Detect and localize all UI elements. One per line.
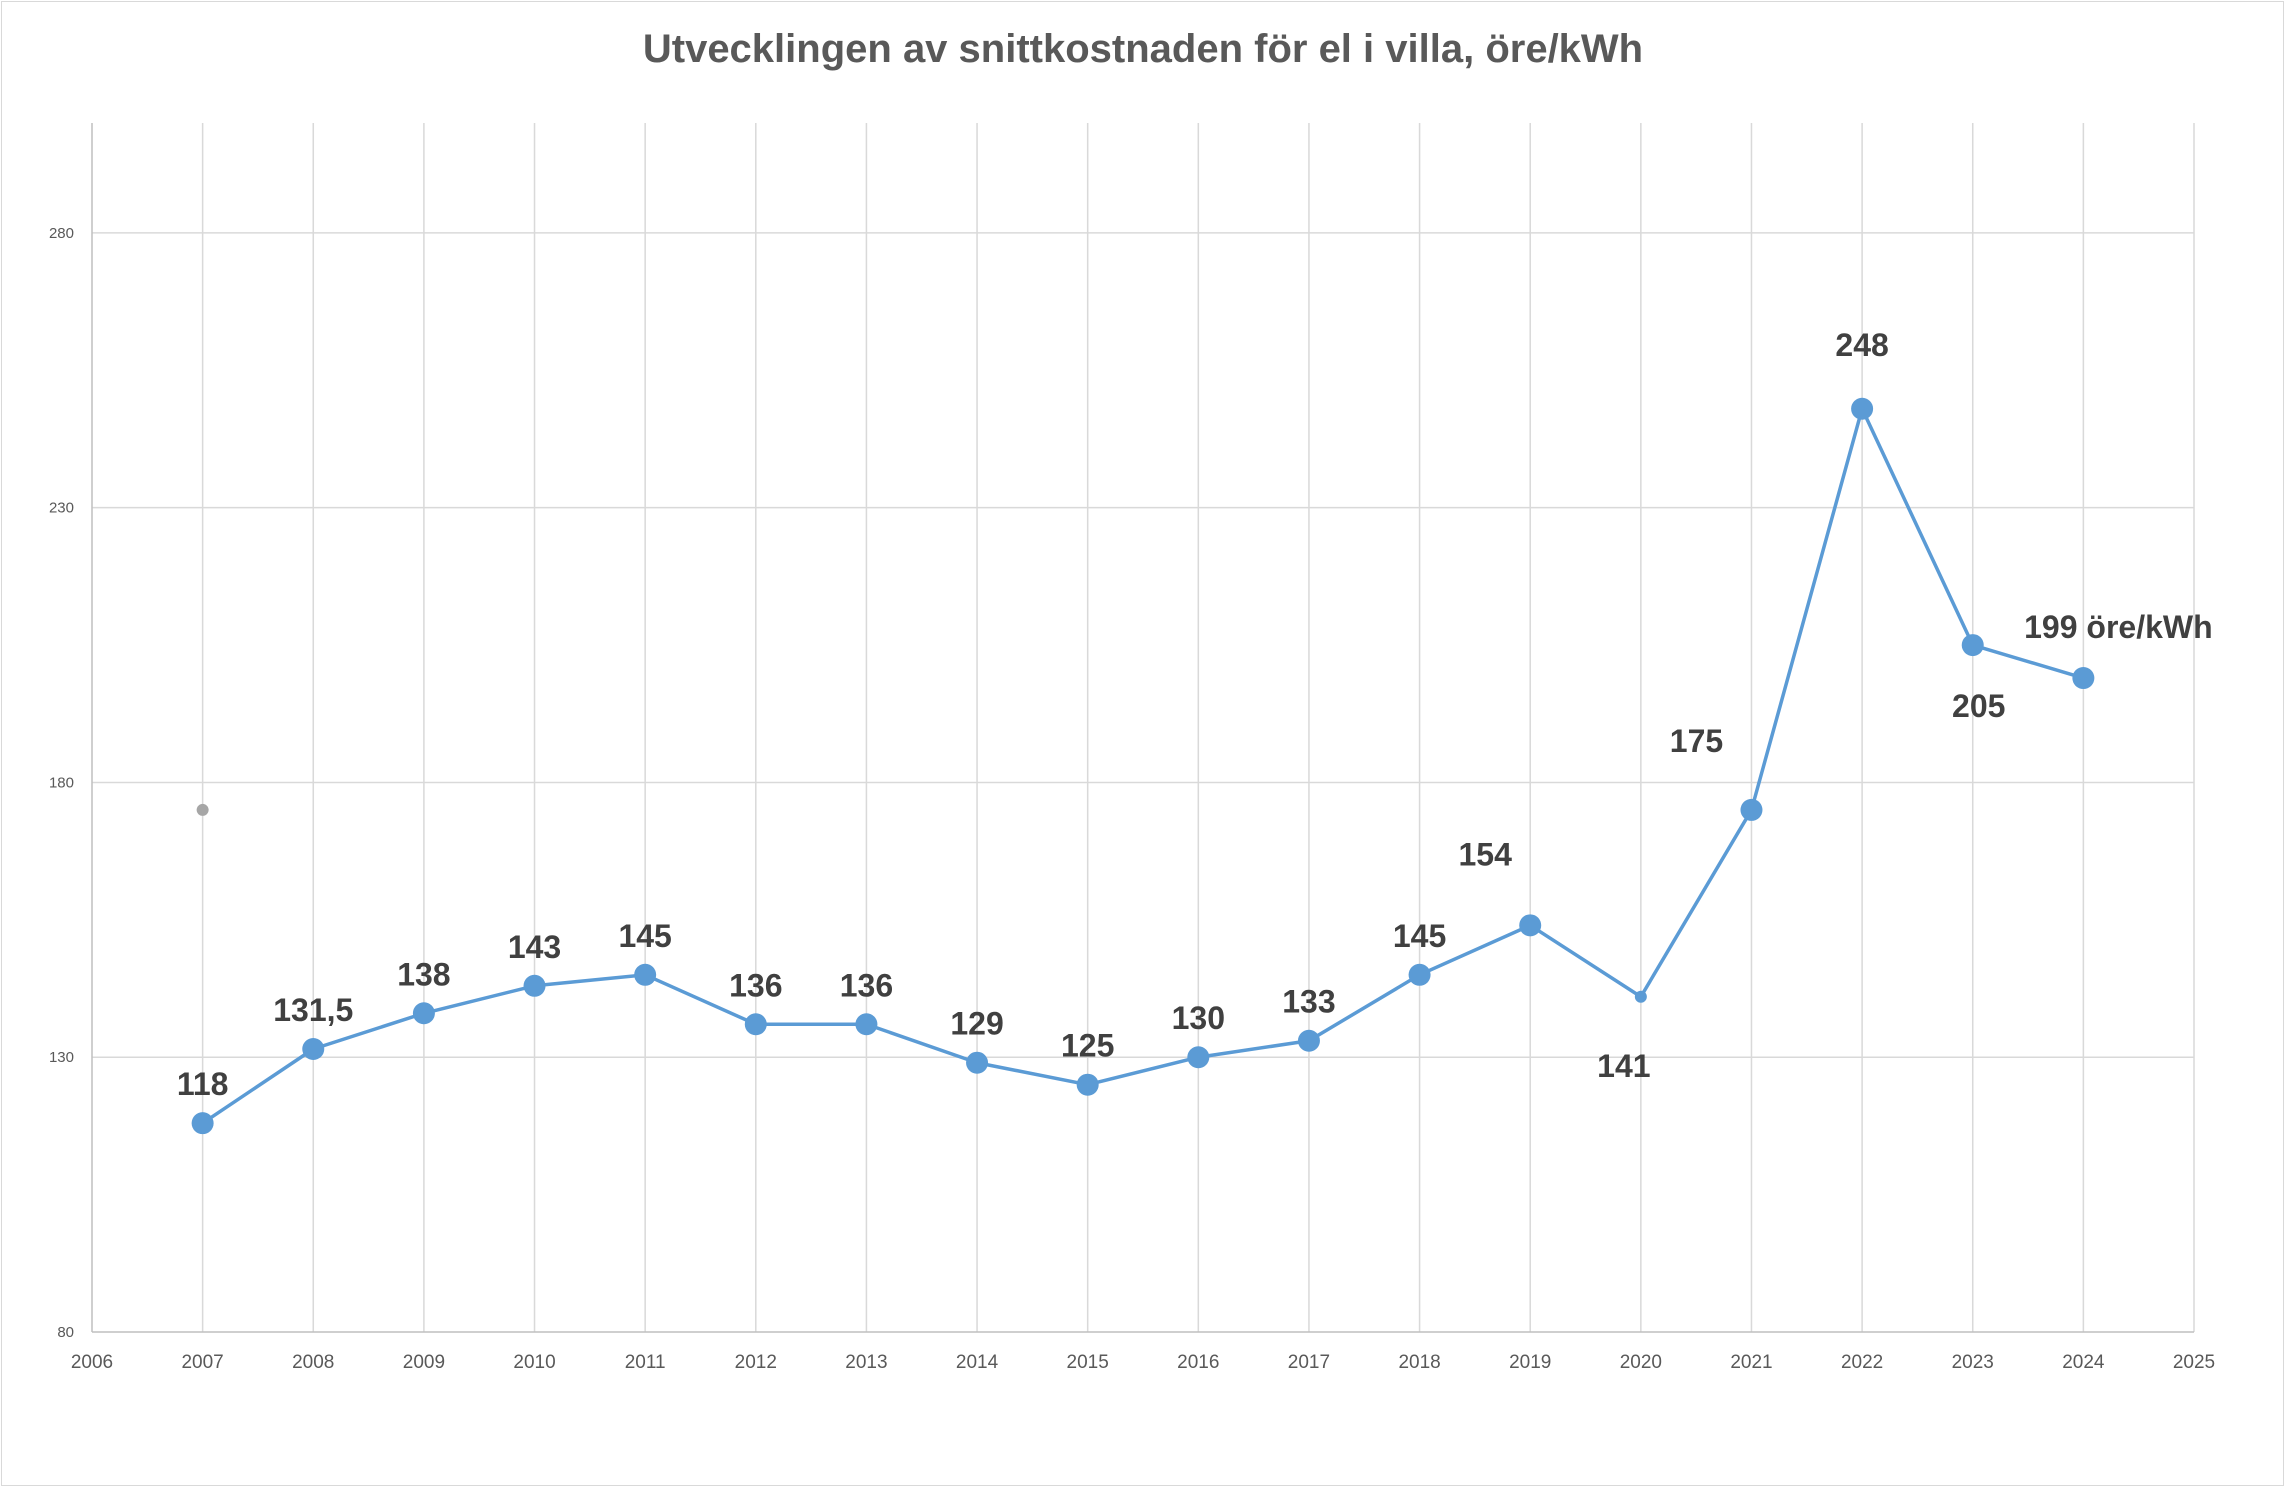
data-label: 154	[1459, 836, 1513, 872]
y-tick-label: 280	[49, 225, 74, 242]
x-tick-labels: 2006 2007 2008 2009 2010 2011 2012 2013 2014 2015…	[71, 1352, 2215, 1373]
data-point	[302, 1037, 325, 1060]
data-label: 125	[1061, 1028, 1114, 1064]
y-tick-labels: 80 130 180 230 280	[49, 225, 74, 1341]
x-tick-label: 2007	[181, 1352, 223, 1373]
x-tick-label: 2012	[735, 1352, 777, 1373]
data-point	[1076, 1073, 1099, 1096]
data-label: 118	[177, 1066, 229, 1102]
y-tick-label: 180	[49, 774, 74, 791]
grid-lines	[92, 123, 2195, 1332]
data-markers	[191, 397, 2095, 1135]
data-point	[855, 1013, 878, 1036]
data-point	[634, 963, 657, 986]
chart-title: Utvecklingen av snittkostnaden för el i …	[643, 27, 1643, 71]
data-label: 205	[1952, 688, 2005, 724]
x-tick-label: 2014	[956, 1352, 999, 1373]
data-label: 136	[729, 967, 782, 1003]
data-point	[2072, 667, 2095, 690]
data-label: 131,5	[273, 992, 353, 1028]
data-label: 130	[1172, 1000, 1225, 1036]
data-label: 145	[618, 918, 671, 954]
x-tick-label: 2023	[1952, 1352, 1994, 1373]
extra-point	[196, 803, 209, 816]
x-tick-label: 2024	[2062, 1352, 2105, 1373]
data-point	[523, 974, 546, 997]
data-label: 133	[1282, 984, 1335, 1020]
data-label: 129	[950, 1006, 1003, 1042]
y-tick-label: 80	[57, 1324, 74, 1341]
data-label: 145	[1393, 918, 1446, 954]
x-tick-label: 2011	[625, 1352, 666, 1373]
x-tick-label: 2018	[1398, 1352, 1440, 1373]
axes	[91, 123, 2194, 1333]
data-point	[191, 1112, 214, 1135]
data-point	[966, 1051, 989, 1074]
x-tick-label: 2022	[1841, 1352, 1883, 1373]
x-tick-label: 2016	[1177, 1352, 1219, 1373]
data-label: 143	[508, 929, 561, 965]
data-label: 199 öre/kWh	[2024, 609, 2213, 645]
data-label: 141	[1597, 1048, 1650, 1084]
data-point	[1519, 914, 1542, 937]
data-point	[1740, 798, 1763, 821]
series-line	[201, 407, 2084, 1125]
data-label: 248	[1835, 327, 1888, 363]
x-tick-label: 2025	[2173, 1352, 2215, 1373]
x-tick-label: 2015	[1067, 1352, 1109, 1373]
x-tick-label: 2017	[1288, 1352, 1330, 1373]
data-point	[1851, 397, 1874, 420]
data-labels: 118 131,5 138 143 145 136 136 129 125 130 133 145 15…	[177, 327, 2213, 1102]
series-polyline	[201, 407, 2084, 1125]
data-point	[412, 1002, 435, 1025]
data-point	[744, 1013, 767, 1036]
data-point	[1187, 1046, 1210, 1069]
data-point	[1297, 1029, 1320, 1052]
x-tick-label: 2021	[1730, 1352, 1772, 1373]
y-tick-label: 130	[49, 1049, 74, 1066]
y-tick-label: 230	[49, 500, 74, 517]
data-label: 136	[840, 967, 893, 1003]
x-tick-label: 2020	[1620, 1352, 1662, 1373]
data-point	[1634, 990, 1647, 1003]
data-label: 138	[397, 956, 450, 992]
x-tick-label: 2013	[845, 1352, 887, 1373]
x-tick-label: 2008	[292, 1352, 334, 1373]
data-label: 175	[1670, 723, 1723, 759]
data-point	[1408, 963, 1431, 986]
x-tick-label: 2009	[403, 1352, 445, 1373]
x-tick-label: 2019	[1509, 1352, 1551, 1373]
x-tick-label: 2010	[513, 1352, 555, 1373]
data-point	[1961, 634, 1984, 657]
x-tick-label: 2006	[71, 1352, 113, 1373]
